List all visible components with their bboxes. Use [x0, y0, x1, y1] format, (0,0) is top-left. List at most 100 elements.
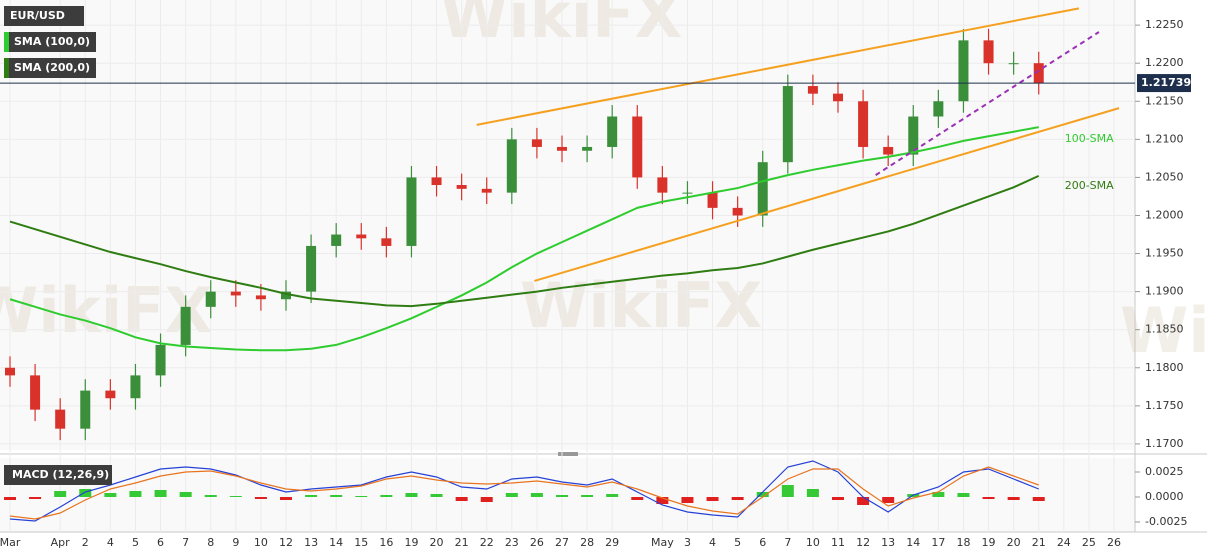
candle-body	[632, 116, 643, 178]
histogram-bar	[631, 497, 644, 500]
histogram-bar	[229, 496, 242, 497]
histogram-bar	[606, 494, 619, 497]
macd-line	[9, 460, 1039, 522]
line-annotation: 200-SMA	[1065, 179, 1114, 192]
sma-line	[9, 126, 1039, 352]
x-tick-label: 25	[1082, 536, 1096, 549]
candle-body	[531, 139, 542, 147]
candle-body	[55, 409, 66, 429]
x-tick-label: 28	[580, 536, 594, 549]
histogram-bar	[556, 495, 568, 497]
trend-line	[534, 107, 1120, 282]
y-tick-label: -0.0025	[1145, 515, 1187, 528]
histogram-bar	[480, 497, 493, 502]
candle-body	[582, 146, 593, 151]
candle-body	[431, 177, 442, 186]
candle-body	[607, 116, 618, 147]
histogram-bar	[4, 497, 16, 500]
candle-body	[858, 101, 869, 147]
candle-body	[30, 375, 41, 410]
histogram-bar	[104, 493, 117, 497]
x-tick-label: Apr	[51, 536, 71, 549]
pane-handle	[558, 452, 578, 456]
legend-swatch	[4, 58, 9, 78]
x-tick-label: 19	[404, 536, 418, 549]
x-tick-label: 12	[279, 536, 293, 549]
histogram-bar	[731, 497, 744, 500]
x-tick-label: 6	[759, 536, 766, 549]
x-tick-label: 4	[709, 536, 716, 549]
histogram-bar	[832, 497, 844, 500]
legend-label: SMA (200,0)	[14, 61, 90, 74]
x-tick-label: 22	[480, 536, 494, 549]
y-tick-label: 1.1850	[1145, 323, 1184, 336]
candle-body	[230, 291, 241, 296]
candle-body	[657, 177, 668, 193]
histogram-bar	[79, 489, 92, 497]
y-tick-label: 1.1750	[1145, 399, 1184, 412]
x-tick-label: 13	[881, 536, 895, 549]
line-annotation: 100-SMA	[1065, 132, 1114, 145]
x-tick-label: 10	[806, 536, 820, 549]
x-tick-label: 12	[856, 536, 870, 549]
last-price-box	[1137, 74, 1191, 93]
candle-body	[933, 101, 944, 117]
candle-body	[306, 245, 317, 292]
histogram-bar	[505, 493, 518, 497]
candle-body	[1008, 63, 1019, 65]
legend-box	[4, 32, 96, 52]
histogram-bar	[430, 494, 443, 497]
x-tick-label: 5	[132, 536, 139, 549]
histogram-bar	[54, 491, 67, 497]
x-tick-label: 27	[555, 536, 569, 549]
candle-body	[883, 146, 894, 155]
x-tick-label: Mar	[0, 536, 21, 549]
histogram-bar	[781, 485, 794, 497]
candle-body	[155, 344, 166, 376]
candle-body	[732, 207, 743, 216]
watermark: WikiFX	[1120, 294, 1207, 367]
candle-body	[381, 238, 392, 246]
histogram-bar	[154, 490, 167, 497]
x-tick-label: 16	[379, 536, 393, 549]
y-tick-label: 1.1800	[1145, 361, 1184, 374]
watermarks: WikiFX WikiFX WikiFX WikiFX	[0, 0, 1207, 367]
x-tick-label: 26	[1107, 536, 1121, 549]
histogram-bar	[656, 497, 669, 504]
x-tick-label: 7	[182, 536, 189, 549]
candle-body	[5, 367, 15, 376]
legend-box	[4, 6, 84, 26]
x-tick-label: 20	[1007, 536, 1021, 549]
macd-label: MACD (12,26,9)	[12, 468, 109, 481]
candle-body	[255, 295, 266, 300]
candle-body	[983, 40, 994, 64]
symbol-label: EUR/USD	[10, 9, 65, 22]
candle-body	[958, 40, 969, 102]
legend-box	[4, 465, 112, 485]
candle-body	[757, 162, 768, 216]
y-tick-label: 0.0000	[1145, 490, 1184, 503]
histogram-bar	[204, 495, 217, 497]
y-tick-label: 1.2050	[1145, 170, 1184, 183]
y-tick-label: 0.0025	[1145, 465, 1184, 478]
last-price-label: 1.21739	[1141, 76, 1191, 89]
y-tick-label: 1.1700	[1145, 437, 1184, 450]
candle-body	[105, 390, 116, 399]
watermark: WikiFX	[440, 0, 682, 52]
histogram-bar	[380, 495, 393, 497]
x-tick-label: 19	[982, 536, 996, 549]
histogram-bar	[1007, 497, 1020, 500]
histogram-bar	[857, 497, 870, 505]
x-tick-label: 14	[329, 536, 343, 549]
candle-body	[481, 188, 492, 193]
x-tick-label: 21	[1032, 536, 1046, 549]
histogram-bar	[1032, 497, 1045, 501]
candle-body	[205, 291, 216, 307]
candle-body	[782, 86, 793, 163]
candle-body	[1033, 63, 1044, 83]
histogram-bar	[179, 492, 192, 497]
x-tick-label: 2	[82, 536, 89, 549]
histogram-bar	[405, 493, 418, 497]
candle-body	[130, 375, 141, 399]
y-tick-label: 1.2250	[1145, 18, 1184, 31]
